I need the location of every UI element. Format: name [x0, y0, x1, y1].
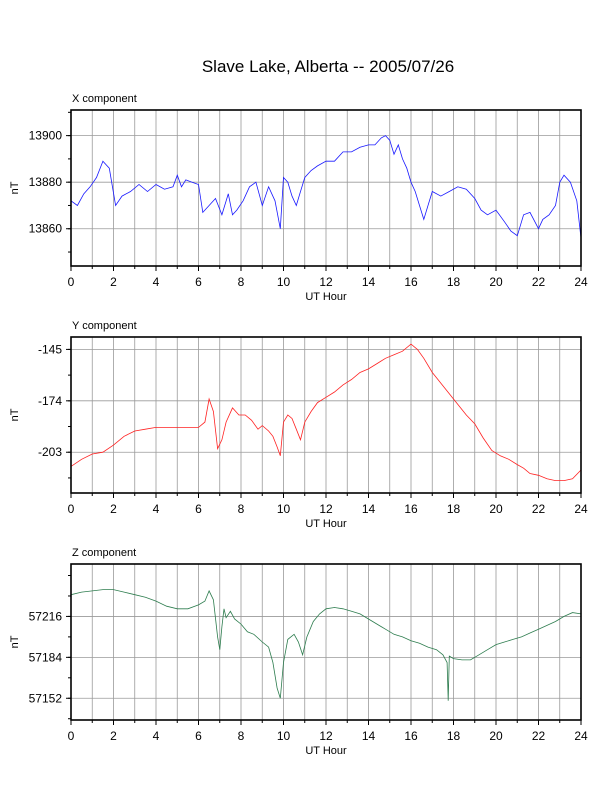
y-tick-label: 13880 — [29, 175, 63, 189]
x-tick-label: 16 — [404, 729, 418, 743]
x-tick-label: 12 — [319, 502, 333, 516]
x-axis-label: UT Hour — [305, 291, 347, 303]
data-series-line — [70, 135, 582, 239]
x-tick-label: 24 — [574, 275, 588, 289]
x-axis-label: UT Hour — [305, 745, 347, 757]
x-tick-label: 16 — [404, 275, 418, 289]
x-tick-label: 4 — [153, 275, 160, 289]
y-tick-label: 57184 — [29, 650, 63, 664]
x-tick-label: 0 — [68, 729, 75, 743]
y-tick-label: -145 — [38, 342, 62, 356]
gridlines — [71, 110, 581, 266]
panel-label: Z component — [72, 547, 136, 559]
x-tick-label: 24 — [574, 729, 588, 743]
x-tick-label: 10 — [277, 729, 291, 743]
y-tick-label: 13900 — [29, 129, 63, 143]
x-tick-label: 6 — [195, 502, 202, 516]
data-series-line — [70, 589, 582, 701]
data-series-line — [70, 343, 582, 481]
y-axis-label: nT — [9, 181, 21, 194]
x-tick-label: 8 — [238, 275, 245, 289]
panel-label: X component — [72, 93, 137, 105]
x-tick-label: 24 — [574, 502, 588, 516]
y-axis-label: nT — [9, 408, 21, 421]
x-tick-label: 12 — [319, 275, 333, 289]
panel-label: Y component — [72, 320, 137, 332]
x-tick-label: 22 — [532, 729, 546, 743]
x-tick-label: 0 — [68, 502, 75, 516]
x-tick-label: 2 — [110, 729, 117, 743]
y-axis-label: nT — [9, 635, 21, 648]
x-tick-label: 20 — [489, 502, 503, 516]
x-tick-label: 20 — [489, 275, 503, 289]
x-tick-label: 22 — [532, 275, 546, 289]
gridlines — [71, 564, 581, 720]
x-tick-label: 14 — [362, 275, 376, 289]
y-tick-label: -203 — [38, 445, 62, 459]
x-tick-label: 16 — [404, 502, 418, 516]
x-tick-label: 10 — [277, 275, 291, 289]
x-tick-label: 18 — [447, 502, 461, 516]
x-tick-label: 12 — [319, 729, 333, 743]
x-tick-label: 18 — [447, 275, 461, 289]
x-tick-label: 8 — [238, 729, 245, 743]
x-tick-label: 10 — [277, 502, 291, 516]
x-tick-label: 20 — [489, 729, 503, 743]
gridlines — [71, 337, 581, 493]
x-tick-label: 22 — [532, 502, 546, 516]
x-tick-label: 4 — [153, 729, 160, 743]
x-tick-label: 0 — [68, 275, 75, 289]
x-tick-label: 8 — [238, 502, 245, 516]
x-tick-label: 2 — [110, 275, 117, 289]
x-tick-label: 4 — [153, 502, 160, 516]
x-tick-label: 2 — [110, 502, 117, 516]
y-tick-label: 13860 — [29, 222, 63, 236]
x-tick-label: 14 — [362, 729, 376, 743]
chart-title: Slave Lake, Alberta -- 2005/07/26 — [201, 57, 455, 76]
x-tick-label: 18 — [447, 729, 461, 743]
x-tick-label: 14 — [362, 502, 376, 516]
y-tick-label: 57216 — [29, 609, 63, 623]
x-tick-label: 6 — [195, 275, 202, 289]
x-axis-label: UT Hour — [305, 518, 347, 530]
y-tick-label: 57152 — [29, 691, 63, 705]
y-tick-label: -174 — [38, 394, 62, 408]
x-tick-label: 6 — [195, 729, 202, 743]
